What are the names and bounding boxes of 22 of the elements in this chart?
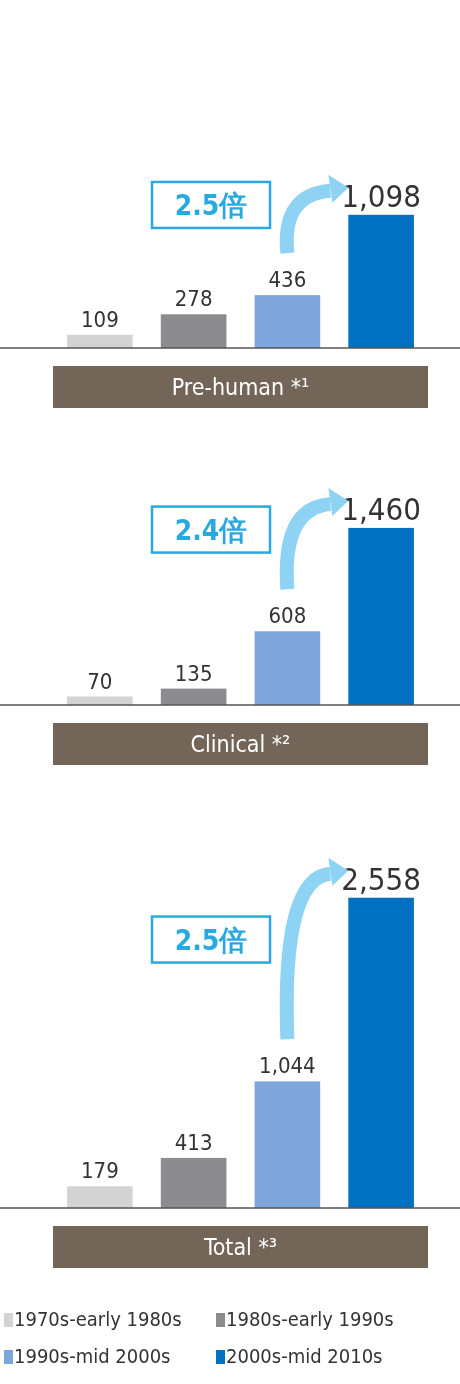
data-label: 179 — [80, 1158, 119, 1184]
x-axis-title: Pre-human *¹ — [171, 374, 310, 400]
annotation: 2.5倍 — [174, 188, 248, 222]
data-label: 1,044 — [259, 1053, 316, 1079]
annotation: 2.5倍 — [174, 923, 248, 957]
data-label: 70 — [87, 668, 113, 694]
data-label: 135 — [174, 660, 213, 686]
annotation: 2.4倍 — [174, 513, 248, 547]
x-axis-title: Total *³ — [202, 1234, 278, 1260]
legend-label: 1980s-early 1990s — [226, 1307, 394, 1331]
legend-label: 1970s-early 1980s — [14, 1307, 182, 1331]
data-label: 278 — [174, 286, 213, 312]
data-label: 608 — [268, 603, 307, 629]
x-axis-title: Clinical *² — [190, 731, 291, 757]
data-label: 109 — [80, 306, 119, 332]
legend-label: 2000s-mid 2010s — [226, 1344, 383, 1368]
legend-label: 1990s-mid 2000s — [14, 1344, 171, 1368]
data-label: 413 — [174, 1129, 213, 1155]
data-label: 1,460 — [341, 490, 422, 527]
data-label: 2,558 — [341, 860, 422, 897]
data-label: 1,098 — [341, 177, 422, 214]
data-label: 436 — [268, 267, 307, 293]
